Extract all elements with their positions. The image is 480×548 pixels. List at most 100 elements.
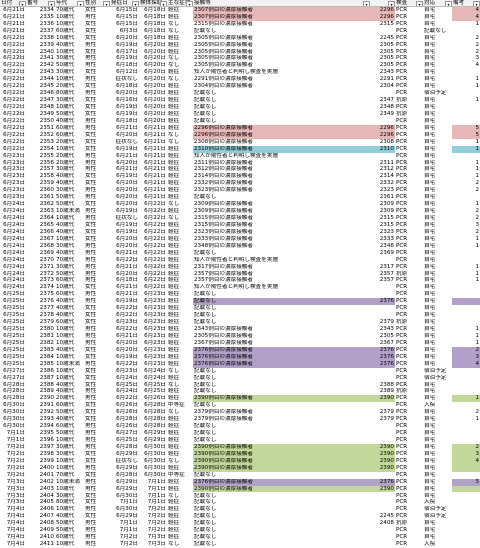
cell: 40歳代 (56, 298, 75, 305)
cell: 7月2日 (6, 457, 25, 464)
cell: なし (168, 367, 180, 374)
cell: 2296例目の濃厚接触者 (193, 131, 370, 139)
cell: 2407 (39, 513, 54, 520)
cell: 50歳代 (56, 194, 75, 201)
filter-button[interactable]: ▾ (416, 1, 423, 6)
column-header[interactable]: ▾ (370, 0, 395, 7)
cell: 自宅 (424, 527, 436, 534)
column-header[interactable]: 備考 ▾ (452, 0, 480, 7)
cell: 軽症 (168, 97, 180, 104)
cell: 記載なし (194, 506, 217, 513)
cell: 80歳代 (56, 90, 75, 97)
cell: 6月21日 (144, 124, 166, 131)
cell: 女性 (85, 104, 97, 111)
cell: 6月18日 (116, 117, 138, 124)
cell: 宿泊予定 (424, 506, 447, 513)
cell: 軽症 (168, 145, 180, 152)
cell: 2305例目の濃厚接触者 (194, 62, 253, 69)
cell: 軽症 (168, 527, 180, 534)
filter-button[interactable]: ▾ (103, 1, 110, 6)
cell: 6月30日 (144, 450, 166, 457)
filter-button[interactable]: ▾ (388, 1, 395, 6)
cell: 自宅 (424, 69, 436, 76)
filter-button[interactable]: ▾ (445, 1, 452, 6)
cell: PCR (396, 104, 408, 111)
cell: 自宅 (424, 291, 436, 298)
cell: 2308例目の濃厚接触者 (194, 138, 253, 145)
cell: 2372 (39, 270, 54, 277)
column-header[interactable]: 検査 ▾ (395, 0, 423, 7)
cell: 女性 (85, 110, 97, 117)
cell: 2317例目の濃厚接触者 (194, 263, 253, 270)
cell: PCR (396, 228, 408, 235)
filter-button[interactable]: ▾ (48, 1, 55, 6)
cell: 6月20日 (116, 270, 138, 277)
cell: 10歳代 (56, 104, 75, 111)
cell: 2350 (39, 117, 54, 124)
filter-button[interactable]: ▾ (186, 1, 193, 6)
cell: 1 (475, 76, 479, 83)
cell: 6月22日 (3, 48, 25, 55)
column-header[interactable]: 発症日 ▾ (110, 0, 139, 7)
cell: 女性 (85, 305, 97, 312)
column-header[interactable]: 年代 ▾ (55, 0, 84, 7)
column-header[interactable]: 主な症状 ▾ (167, 0, 193, 7)
column-header[interactable]: 検体採取 ▾ (139, 0, 167, 7)
filter-button[interactable]: ▾ (132, 1, 139, 6)
cell: 軽症 (168, 430, 180, 437)
cell: 2323例目の濃厚接触者 (194, 228, 253, 235)
cell: 2369 (379, 249, 394, 256)
cell: 6月25日 (144, 381, 166, 388)
cell: 10歳代 (56, 485, 75, 492)
cell: 6月21日 (144, 159, 166, 166)
filter-button[interactable]: ▾ (77, 1, 84, 6)
cell: 1 (475, 332, 479, 339)
cell: 6月25日 (3, 360, 25, 367)
cell: 6月21日 (144, 166, 166, 173)
cell: 6月18日 (116, 277, 138, 284)
cell: 80歳代 (56, 499, 75, 506)
filter-button[interactable]: ▾ (363, 1, 370, 6)
column-header[interactable]: 日付 ▾ (0, 0, 26, 7)
cell: 6月30日 (3, 423, 25, 430)
cell: 軽症 (168, 437, 180, 443)
cell: 2332 (379, 180, 394, 187)
cell: 2291例目の濃厚接触者 (194, 76, 253, 83)
cell: PCR (396, 242, 408, 249)
filter-button[interactable]: ▾ (160, 1, 167, 6)
cell: PCR (396, 201, 408, 208)
cell: 入院 (424, 402, 436, 409)
cell: 2355 (39, 152, 54, 159)
column-header[interactable]: 対応 ▾ (423, 0, 452, 7)
cell: 2312例目の濃厚接触者 (194, 166, 253, 173)
column-header[interactable]: 接触等 ▾ (193, 0, 370, 7)
cell: 6月19日 (116, 208, 138, 215)
cell (370, 312, 395, 319)
cell: 記載なし (193, 298, 370, 306)
cell (452, 430, 480, 437)
cell (370, 472, 395, 479)
cell: 6月29日 (116, 464, 138, 471)
cell: 10歳代 (56, 34, 75, 41)
cell: 2 (475, 41, 479, 48)
column-header[interactable]: 性別 ▾ (84, 0, 110, 7)
cell: 記載なし (194, 27, 217, 34)
cell: 2346 (39, 90, 54, 97)
cell: 自宅 (424, 173, 436, 180)
cell: 2310例目の濃厚接触者 (193, 145, 370, 153)
cell: 2373 (39, 277, 54, 284)
column-header[interactable]: 番号 ▾ (26, 0, 55, 7)
cell: 40歳代 (56, 249, 75, 256)
cell: PCR (396, 284, 408, 291)
cell: 6月24日 (144, 367, 166, 374)
cell: PCR (396, 457, 408, 464)
cell: 中等症 (168, 471, 185, 478)
cell: 10歳代 (56, 506, 75, 513)
filter-button[interactable]: ▾ (19, 1, 26, 6)
cell: 宿泊予定 (424, 90, 447, 97)
cell (452, 69, 480, 76)
cell: 記載なし (194, 471, 217, 478)
cell: 6月23日 (3, 166, 25, 173)
cell: 2376 (370, 360, 395, 368)
cell (370, 368, 395, 375)
